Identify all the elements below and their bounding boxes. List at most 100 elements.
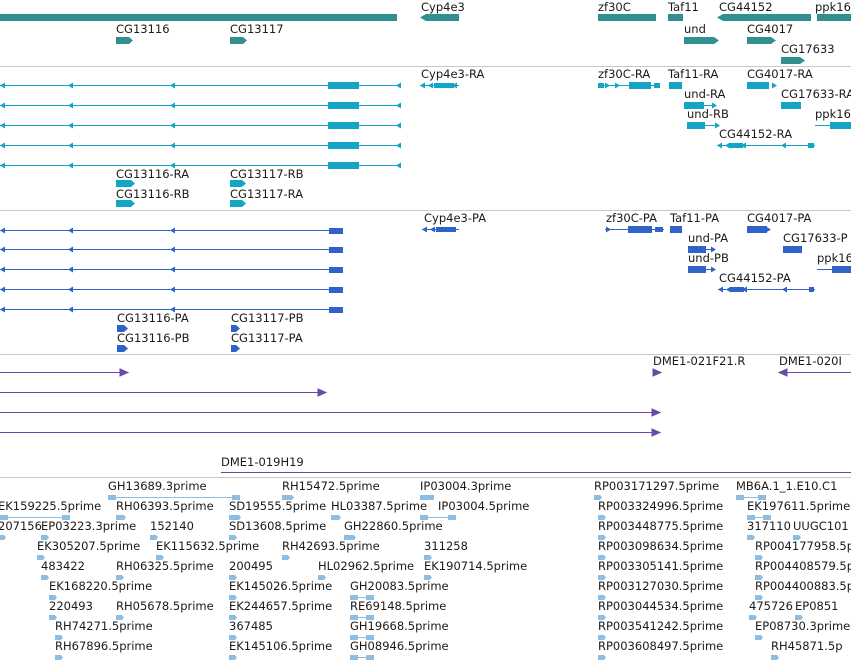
est-glyph[interactable] (0, 535, 6, 540)
gene-glyph-cg17633[interactable] (781, 57, 805, 64)
est-glyph[interactable] (116, 615, 124, 620)
est-glyph[interactable] (55, 655, 63, 660)
est-glyph[interactable] (229, 635, 237, 640)
est-glyph[interactable] (598, 655, 606, 660)
est-glyph[interactable] (755, 555, 763, 560)
est-glyph[interactable] (594, 495, 602, 500)
gene-glyph-cyp4e3[interactable] (420, 14, 459, 21)
est-glyph[interactable] (747, 535, 755, 540)
transcript-glyph[interactable] (717, 142, 815, 149)
est-glyph[interactable] (282, 555, 290, 560)
est-glyph[interactable] (318, 575, 326, 580)
est-glyph[interactable] (795, 615, 803, 620)
clone-glyph[interactable] (0, 408, 662, 417)
transcript-glyph[interactable] (684, 102, 717, 109)
protein-glyph[interactable] (231, 325, 240, 332)
est-glyph[interactable] (350, 655, 374, 660)
est-glyph[interactable] (37, 555, 45, 560)
gene-glyph-cg44152[interactable] (717, 14, 811, 21)
est-glyph[interactable] (331, 515, 341, 520)
protein-glyph[interactable] (422, 226, 459, 233)
est-glyph[interactable] (150, 535, 158, 540)
protein-glyph[interactable] (670, 226, 682, 233)
protein-glyph[interactable] (0, 246, 343, 254)
gene-glyph-zf30c[interactable] (598, 14, 656, 21)
est-glyph[interactable] (350, 635, 374, 640)
protein-glyph[interactable] (718, 286, 815, 293)
est-glyph[interactable] (747, 515, 771, 520)
protein-glyph[interactable] (0, 266, 343, 274)
est-glyph[interactable] (116, 515, 126, 520)
est-glyph[interactable] (749, 615, 757, 620)
est-glyph[interactable] (598, 615, 606, 620)
transcript-glyph[interactable] (0, 122, 401, 129)
gene-glyph-und[interactable] (684, 37, 719, 44)
est-glyph[interactable] (420, 515, 456, 520)
clone-glyph[interactable] (0, 388, 328, 397)
est-glyph[interactable] (282, 495, 294, 500)
protein-glyph[interactable] (747, 226, 771, 233)
est-glyph[interactable] (41, 575, 49, 580)
transcript-glyph[interactable] (598, 82, 660, 89)
transcript-glyph[interactable] (669, 82, 682, 89)
est-glyph[interactable] (108, 495, 240, 500)
gene-glyph-cg4017[interactable] (747, 37, 776, 44)
est-glyph[interactable] (229, 535, 237, 540)
transcript-glyph[interactable] (0, 82, 401, 89)
est-glyph[interactable] (598, 535, 606, 540)
gene-glyph-taf11[interactable] (668, 14, 683, 21)
est-glyph[interactable] (793, 535, 801, 540)
clone-glyph[interactable] (652, 368, 663, 377)
est-glyph[interactable] (736, 495, 766, 500)
gene-glyph-large[interactable] (0, 14, 397, 21)
est-glyph[interactable] (41, 535, 49, 540)
est-glyph[interactable] (229, 575, 237, 580)
protein-glyph[interactable] (688, 246, 716, 253)
est-glyph[interactable] (424, 555, 432, 560)
est-glyph[interactable] (156, 555, 164, 560)
protein-glyph[interactable] (817, 266, 851, 273)
protein-glyph[interactable] (688, 266, 716, 273)
est-glyph[interactable] (771, 655, 779, 660)
est-glyph[interactable] (0, 515, 70, 520)
est-glyph[interactable] (229, 515, 241, 520)
est-glyph[interactable] (755, 595, 763, 600)
est-glyph[interactable] (49, 595, 57, 600)
transcript-glyph[interactable] (781, 102, 801, 109)
est-glyph[interactable] (229, 615, 237, 620)
gene-glyph-cg13116[interactable] (116, 37, 133, 44)
transcript-glyph[interactable] (687, 122, 720, 129)
est-glyph[interactable] (229, 595, 237, 600)
clone-glyph[interactable] (0, 368, 130, 377)
est-glyph[interactable] (55, 635, 63, 640)
transcript-glyph[interactable] (747, 82, 777, 89)
clone-glyph[interactable] (777, 368, 851, 377)
est-glyph[interactable] (350, 595, 374, 600)
est-glyph[interactable] (116, 575, 124, 580)
est-glyph[interactable] (598, 555, 606, 560)
est-glyph[interactable] (598, 635, 606, 640)
transcript-glyph[interactable] (116, 180, 135, 187)
protein-glyph[interactable] (0, 227, 343, 235)
est-glyph[interactable] (598, 515, 606, 520)
est-glyph[interactable] (344, 535, 356, 540)
transcript-glyph[interactable] (0, 102, 401, 109)
protein-glyph[interactable] (117, 345, 128, 352)
transcript-glyph[interactable] (0, 162, 401, 169)
est-glyph[interactable] (350, 615, 374, 620)
est-glyph[interactable] (420, 495, 434, 500)
protein-glyph[interactable] (0, 306, 343, 314)
est-glyph[interactable] (229, 655, 237, 660)
protein-glyph[interactable] (0, 286, 343, 294)
transcript-glyph[interactable] (230, 180, 246, 187)
transcript-glyph[interactable] (815, 122, 851, 129)
gene-glyph-ppk16[interactable] (817, 14, 851, 21)
transcript-glyph[interactable] (420, 82, 459, 89)
est-glyph[interactable] (49, 615, 57, 620)
transcript-glyph[interactable] (0, 142, 401, 149)
protein-glyph[interactable] (783, 246, 802, 253)
est-glyph[interactable] (598, 575, 606, 580)
est-glyph[interactable] (424, 575, 432, 580)
protein-glyph[interactable] (231, 345, 240, 352)
transcript-glyph[interactable] (116, 200, 135, 207)
